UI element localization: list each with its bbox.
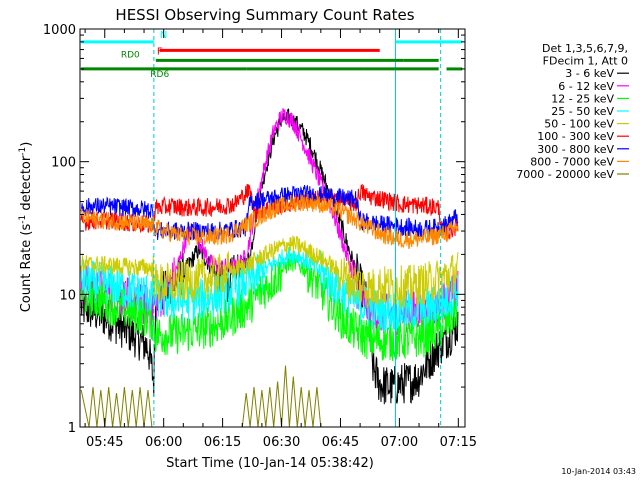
legend-label: 300 - 800 keV — [537, 143, 614, 156]
legend-entry: 3 - 6 keV — [565, 67, 629, 80]
y-tick-label: 1000 — [43, 23, 76, 38]
legend-label: 50 - 100 keV — [544, 118, 614, 131]
x-axis-label: Start Time (10-Jan-14 05:38:42) — [166, 456, 374, 471]
y-tick-label: 10 — [59, 288, 76, 303]
chart-title: HESSI Observing Summary Count Rates — [115, 6, 414, 24]
legend: Det 1,3,5,6,7,9,FDecim 1, Att 03 - 6 keV… — [516, 42, 629, 181]
x-tick-label: 05:45 — [86, 435, 123, 450]
flag-label-rd6: RD6 — [150, 70, 169, 80]
series-line-3-6-kev — [80, 108, 459, 405]
plot-area: NFRD0RD6110100100005:4506:0006:1506:3006… — [43, 23, 477, 450]
legend-entry: 12 - 25 keV — [551, 92, 629, 105]
y-axis-label-end: ) — [19, 142, 34, 147]
y-tick-label: 100 — [51, 156, 76, 171]
legend-label: 800 - 7000 keV — [530, 155, 614, 168]
legend-label: 6 - 12 keV — [558, 80, 614, 93]
x-tick-label: 06:15 — [204, 435, 241, 450]
x-tick-label: 07:00 — [381, 435, 418, 450]
legend-entry: 6 - 12 keV — [558, 80, 629, 93]
timestamp: 10-Jan-2014 03:43 — [561, 467, 636, 476]
legend-entry: 100 - 300 keV — [537, 130, 629, 143]
y-axis-label-sup1: -1 — [18, 215, 28, 224]
legend-label: 12 - 25 keV — [551, 92, 614, 105]
legend-header: Det 1,3,5,6,7,9, — [542, 42, 628, 55]
legend-label: 25 - 50 keV — [551, 105, 614, 118]
x-tick-label: 07:15 — [440, 435, 477, 450]
y-axis-label-sup2: -1 — [18, 147, 28, 156]
legend-entry: 800 - 7000 keV — [530, 155, 629, 168]
legend-entry: 50 - 100 keV — [544, 118, 629, 131]
y-axis-label-main: Count Rate (s — [19, 224, 34, 313]
y-tick-label: 1 — [68, 421, 76, 436]
plot-frame — [79, 28, 466, 428]
legend-label: 7000 - 20000 keV — [516, 168, 614, 181]
series-line-7000-20000-kev — [80, 365, 322, 427]
flag-label-f: F — [157, 46, 163, 57]
legend-header: FDecim 1, Att 0 — [543, 55, 628, 68]
x-tick-label: 06:00 — [145, 435, 182, 450]
legend-entry: 7000 - 20000 keV — [516, 168, 629, 181]
legend-entry: 300 - 800 keV — [537, 143, 629, 156]
x-tick-label: 06:30 — [263, 435, 300, 450]
legend-entry: 25 - 50 keV — [551, 105, 629, 118]
y-axis-label: Count Rate (s-1 detector-1) — [18, 142, 34, 313]
y-axis-label-mid: detector — [19, 155, 34, 215]
x-tick-label: 06:45 — [322, 435, 359, 450]
data-layer — [80, 29, 463, 427]
legend-label: 3 - 6 keV — [565, 67, 614, 80]
flag-label-rd0: RD0 — [121, 50, 140, 60]
legend-label: 100 - 300 keV — [537, 130, 614, 143]
